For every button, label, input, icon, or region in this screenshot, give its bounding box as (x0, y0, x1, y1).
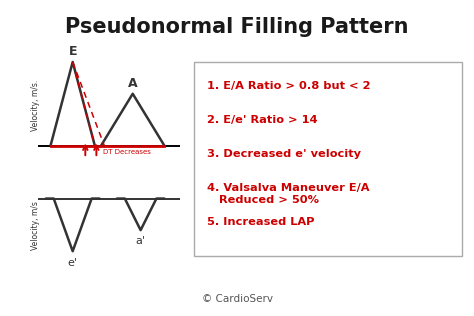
Text: 4. Valsalva Maneuver E/A
   Reduced > 50%: 4. Valsalva Maneuver E/A Reduced > 50% (207, 183, 370, 205)
Text: 3. Decreased e' velocity: 3. Decreased e' velocity (207, 149, 361, 159)
Text: DT Decreases: DT Decreases (103, 149, 151, 155)
Text: Pseudonormal Filling Pattern: Pseudonormal Filling Pattern (65, 17, 409, 37)
Text: E: E (68, 45, 77, 58)
Text: Velocity, m/s.: Velocity, m/s. (31, 80, 40, 131)
Text: © CardioServ: © CardioServ (201, 294, 273, 304)
Text: e': e' (68, 258, 78, 268)
Text: A: A (128, 76, 137, 89)
Text: 2. E/e' Ratio > 14: 2. E/e' Ratio > 14 (207, 115, 318, 125)
Text: 1. E/A Ratio > 0.8 but < 2: 1. E/A Ratio > 0.8 but < 2 (207, 81, 371, 91)
Text: a': a' (136, 236, 146, 246)
Text: Velocity, m/s: Velocity, m/s (31, 202, 40, 250)
Text: 5. Increased LAP: 5. Increased LAP (207, 217, 315, 227)
